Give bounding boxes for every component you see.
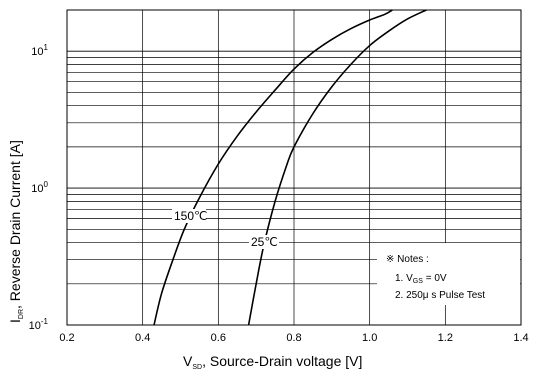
curve-label-25c: 25℃ xyxy=(249,235,279,249)
plot-frame xyxy=(66,9,522,326)
y-tick-labels: 10-1 100 101 xyxy=(29,43,49,332)
x-tick-labels: 0.2 0.4 0.6 0.8 1.0 1.2 1.4 xyxy=(59,332,528,344)
curve-label-150c-text: 150℃ xyxy=(174,209,208,223)
notes-title: ※ Notes : xyxy=(386,254,429,265)
notes-box: ※ Notes : 1. VGS = 0V 2. 250μ s Pulse Te… xyxy=(377,243,520,305)
series-line-0 xyxy=(153,9,393,326)
x-axis-title: VSD, Source-Drain voltage [V] xyxy=(183,353,362,371)
note-1: 1. VGS = 0V xyxy=(395,273,447,285)
x-tick-label: 1.4 xyxy=(513,332,528,344)
y-tick-label: 10-1 xyxy=(29,317,49,332)
major-grid xyxy=(67,50,521,189)
x-tick-label: 0.4 xyxy=(135,332,150,344)
x-tick-label: 0.2 xyxy=(59,332,74,344)
y-tick-label: 100 xyxy=(31,180,48,195)
x-tick-label: 1.2 xyxy=(438,332,453,344)
curve-label-25c-text: 25℃ xyxy=(251,235,278,249)
x-tick-label: 0.6 xyxy=(211,332,226,344)
x-tick-label: 0.8 xyxy=(286,332,301,344)
curve-label-150c: 150℃ xyxy=(172,209,208,223)
note-2: 2. 250μ s Pulse Test xyxy=(395,290,485,301)
y-axis-title: IDR, Reverse Drain Current [A] xyxy=(7,140,25,323)
x-tick-label: 1.0 xyxy=(362,332,377,344)
y-tick-label: 101 xyxy=(31,43,48,58)
